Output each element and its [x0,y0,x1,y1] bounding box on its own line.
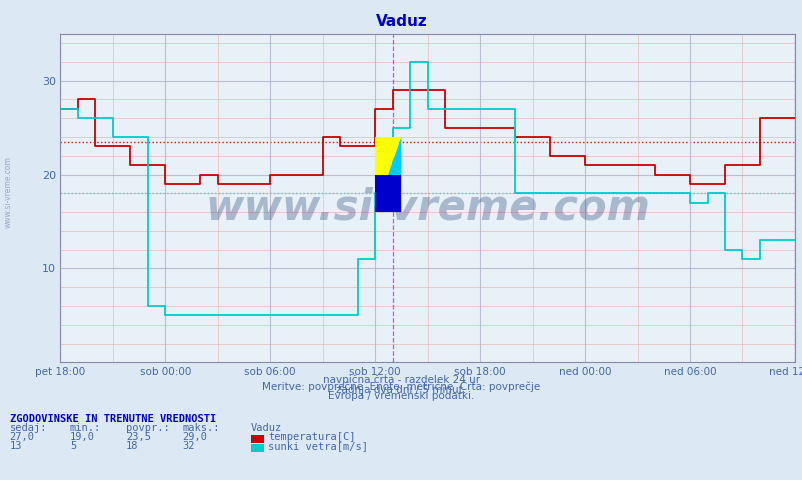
Polygon shape [375,175,401,212]
Text: 29,0: 29,0 [182,432,207,442]
Text: temperatura[C]: temperatura[C] [268,432,355,442]
Text: Meritve: povprečne  Enote: metrične  Črta: povprečje: Meritve: povprečne Enote: metrične Črta:… [262,380,540,392]
Text: maks.:: maks.: [182,422,220,432]
Text: 23,5: 23,5 [126,432,151,442]
Text: 13: 13 [10,441,22,451]
Text: 5: 5 [70,441,76,451]
Text: navpična črta - razdelek 24 ur: navpična črta - razdelek 24 ur [322,374,480,385]
Text: 19,0: 19,0 [70,432,95,442]
Text: zadnja dva dni / 5 minut.: zadnja dva dni / 5 minut. [336,385,466,395]
Text: Vaduz: Vaduz [375,14,427,29]
Text: 27,0: 27,0 [10,432,34,442]
Text: sedaj:: sedaj: [10,422,47,432]
Text: www.si-vreme.com: www.si-vreme.com [3,156,13,228]
Text: povpr.:: povpr.: [126,422,169,432]
Text: Evropa / vremenski podatki.: Evropa / vremenski podatki. [328,391,474,401]
Text: 32: 32 [182,441,195,451]
Text: Vaduz: Vaduz [250,422,282,432]
Text: min.:: min.: [70,422,101,432]
Polygon shape [375,137,401,212]
Text: www.si-vreme.com: www.si-vreme.com [205,187,650,229]
Text: sunki vetra[m/s]: sunki vetra[m/s] [268,441,368,451]
Text: ZGODOVINSKE IN TRENUTNE VREDNOSTI: ZGODOVINSKE IN TRENUTNE VREDNOSTI [10,414,216,424]
Polygon shape [375,137,401,212]
Text: 18: 18 [126,441,139,451]
